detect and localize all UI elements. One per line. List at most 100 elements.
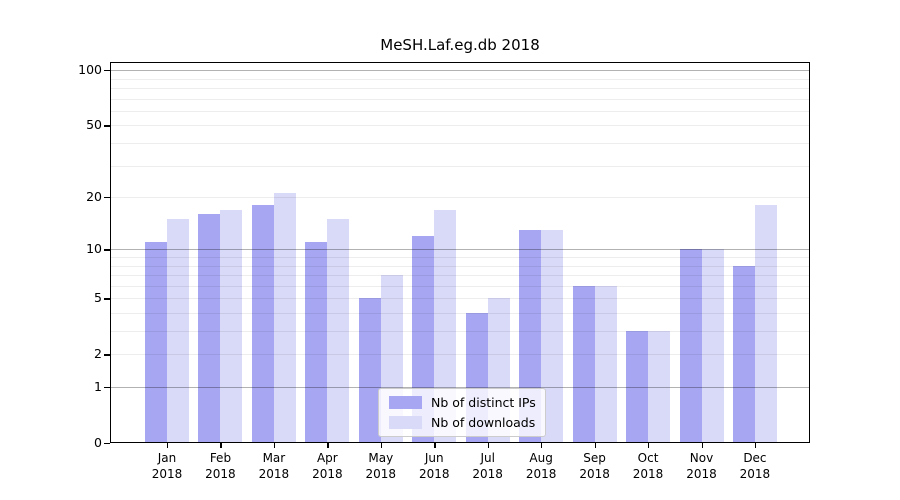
x-label-year-jun: 2018 [418,467,450,481]
bar-mar-distinct-ips [251,205,274,443]
y-tick-100 [104,70,110,72]
bar-mar-downloads [273,193,296,443]
x-tick-label-nov: Nov 2018 [672,450,732,482]
x-label-month-jun: Jun [424,451,444,465]
x-label-month-oct: Oct [637,451,659,465]
y-tick-label-1: 1 [94,379,102,394]
legend: Nb of distinct IPs Nb of downloads [378,388,546,437]
x-tick-label-apr: Apr 2018 [297,450,357,482]
gridline-10 [110,249,810,251]
x-tick-oct [648,443,650,448]
bar-nov-downloads [701,249,724,443]
x-label-month-mar: Mar [262,451,286,465]
y-tick-20 [104,197,110,199]
x-tick-dec [754,443,757,448]
gridline-100 [110,70,810,72]
x-tick-mar [273,443,276,448]
x-label-year-oct: 2018 [632,467,664,481]
x-label-month-jan: Jan [157,451,177,465]
x-tick-label-jan: Jan 2018 [137,450,197,482]
x-label-month-feb: Feb [209,451,232,465]
gridline-4 [110,312,810,314]
bar-apr-downloads [327,219,350,443]
x-label-year-feb: 2018 [205,467,236,481]
x-tick-jan [167,443,169,448]
x-label-month-jul: Jul [480,451,495,465]
bar-feb-distinct-ips [198,214,221,443]
x-tick-label-aug: Aug 2018 [511,450,571,482]
plot-area: Nb of distinct IPs Nb of downloads [110,62,810,443]
legend-label-downloads: Nb of downloads [431,415,536,430]
gridline-60 [110,110,810,112]
bar-dec-distinct-ips [732,265,755,443]
legend-item-distinct-ips: Nb of distinct IPs [379,395,545,410]
gridline-20 [110,197,810,199]
x-tick-apr [327,443,329,448]
x-tick-may [380,443,383,448]
x-tick-label-jun: Jun 2018 [404,450,464,482]
x-label-month-dec: Dec [743,451,767,465]
bar-sep-distinct-ips [572,285,595,443]
legend-label-distinct-ips: Nb of distinct IPs [431,395,536,410]
x-tick-label-mar: Mar 2018 [244,450,304,482]
gridline-90 [110,78,810,80]
gridline-30 [110,165,810,167]
bar-jan-downloads [167,219,189,443]
x-tick-label-dec: Dec 2018 [725,450,785,482]
bar-jan-distinct-ips [145,242,167,443]
x-label-month-sep: Sep [583,451,606,465]
x-tick-jun [434,443,436,448]
bar-may-distinct-ips [358,298,381,443]
gridline-2 [110,354,810,356]
x-tick-label-sep: Sep 2018 [565,450,625,482]
bar-sep-downloads [594,285,617,443]
x-label-year-jan: 2018 [151,467,183,481]
y-tick-label-2: 2 [94,346,102,362]
x-tick-label-oct: Oct 2018 [618,450,678,482]
y-tick-0 [104,443,110,445]
y-tick-label-0: 0 [94,435,102,450]
x-label-year-may: 2018 [365,467,397,481]
x-tick-label-may: May 2018 [351,450,411,482]
x-label-year-nov: 2018 [686,467,717,481]
x-tick-aug [541,443,543,448]
y-tick-1 [104,387,110,389]
y-tick-label-10: 10 [86,241,102,257]
gridline-6 [110,285,810,287]
gridline-7 [110,275,810,277]
y-tick-2 [104,354,110,356]
x-tick-feb [220,443,222,448]
x-label-year-sep: 2018 [579,467,610,481]
gridline-80 [110,88,810,90]
y-tick-label-100: 100 [78,62,102,78]
chart-title: MeSH.Laf.eg.db 2018 [380,36,540,54]
gridline-70 [110,98,810,100]
bar-nov-distinct-ips [679,249,702,443]
bar-dec-downloads [754,205,777,443]
legend-swatch-downloads [389,416,422,429]
bar-oct-distinct-ips [626,331,649,443]
bar-feb-downloads [220,209,243,443]
legend-item-downloads: Nb of downloads [379,415,545,430]
x-tick-sep [594,443,596,448]
x-label-month-may: May [368,451,394,465]
x-label-month-apr: Apr [316,451,338,465]
x-tick-nov [701,443,703,448]
y-tick-50 [104,125,110,127]
y-tick-5 [104,298,110,300]
x-tick-label-feb: Feb 2018 [190,450,250,482]
legend-swatch-distinct-ips [389,396,422,409]
y-tick-10 [104,249,110,251]
bar-oct-downloads [648,331,671,443]
gridline-8 [110,265,810,267]
x-label-year-dec: 2018 [739,467,771,481]
x-label-month-nov: Nov [689,451,714,465]
gridline-9 [110,257,810,258]
x-label-year-aug: 2018 [525,467,557,481]
y-tick-label-20: 20 [86,189,102,205]
gridline-1 [110,387,810,388]
x-label-month-aug: Aug [529,451,553,465]
bar-jun-downloads [434,209,457,443]
y-tick-label-50: 50 [86,117,102,133]
